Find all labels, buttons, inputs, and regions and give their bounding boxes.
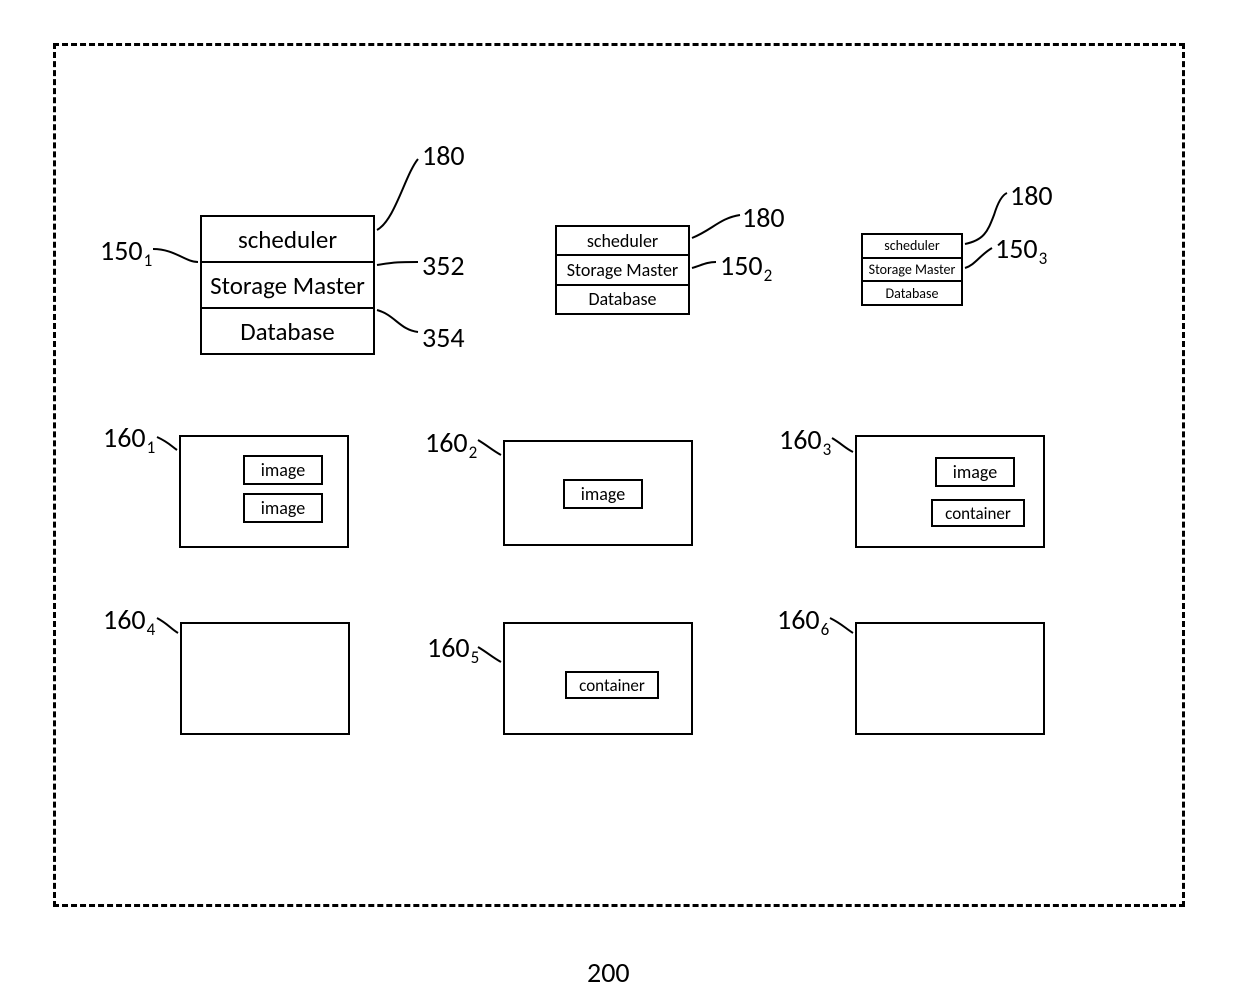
node-item: image <box>935 457 1015 487</box>
ref-label: 1606 <box>777 602 829 637</box>
stack-row-label: Storage Master <box>210 270 365 301</box>
ref-label: 1501 <box>100 233 152 268</box>
stack-row: Database <box>202 309 373 353</box>
figure-number: 200 <box>587 955 630 990</box>
ref-label-text: 160 <box>427 630 470 665</box>
stack-row: Storage Master <box>557 256 688 285</box>
stack-row: Storage Master <box>202 263 373 309</box>
ref-label: 1602 <box>425 425 477 460</box>
node-item-label: container <box>579 675 645 696</box>
ref-label: 1502 <box>720 248 772 283</box>
ref-label: 180 <box>422 138 465 173</box>
worker-node: image container <box>855 435 1045 548</box>
ref-label-sub: 1 <box>147 437 156 458</box>
stack-row-label: Database <box>240 316 335 347</box>
ref-label-text: 150 <box>100 233 143 268</box>
ref-label: 354 <box>422 320 465 355</box>
ref-label-text: 160 <box>103 420 146 455</box>
ref-label-text: 180 <box>1010 178 1053 213</box>
stack-row: Storage Master <box>863 259 961 283</box>
master-stack: scheduler Storage Master Database <box>555 225 690 315</box>
stack-row: Database <box>863 282 961 304</box>
worker-node <box>855 622 1045 735</box>
ref-label-sub: 3 <box>823 439 832 460</box>
node-item-label: image <box>953 461 997 483</box>
stack-row-label: scheduler <box>587 230 658 252</box>
ref-label: 1503 <box>995 231 1047 266</box>
stack-row-label: Storage Master <box>869 261 956 278</box>
ref-label-sub: 4 <box>147 619 156 640</box>
ref-label: 180 <box>1010 178 1053 213</box>
ref-label: 1603 <box>779 422 831 457</box>
ref-label-text: 180 <box>742 200 785 235</box>
stack-row-label: scheduler <box>884 237 940 254</box>
ref-label: 352 <box>422 248 465 283</box>
worker-node: container <box>503 622 693 735</box>
node-item-label: image <box>581 483 625 505</box>
ref-label-sub: 6 <box>821 619 830 640</box>
figure-number-text: 200 <box>587 955 630 990</box>
ref-label: 1604 <box>103 602 155 637</box>
node-item: image <box>243 493 323 523</box>
stack-row: Database <box>557 286 688 313</box>
master-stack: scheduler Storage Master Database <box>861 233 963 306</box>
stack-row: scheduler <box>863 235 961 259</box>
ref-label-text: 160 <box>779 422 822 457</box>
master-stack: scheduler Storage Master Database <box>200 215 375 355</box>
node-item: image <box>243 455 323 485</box>
ref-label: 1605 <box>427 630 479 665</box>
stack-row-label: Storage Master <box>567 259 678 281</box>
node-item: container <box>565 671 659 699</box>
ref-label-text: 160 <box>777 602 820 637</box>
stack-row: scheduler <box>202 217 373 263</box>
ref-label-text: 160 <box>103 602 146 637</box>
node-item-label: image <box>261 497 305 519</box>
ref-label-sub: 2 <box>469 442 478 463</box>
ref-label: 180 <box>742 200 785 235</box>
ref-label-text: 180 <box>422 138 465 173</box>
ref-label-sub: 1 <box>144 250 153 271</box>
ref-label-text: 150 <box>995 231 1038 266</box>
ref-label-text: 150 <box>720 248 763 283</box>
ref-label: 1601 <box>103 420 155 455</box>
ref-label-text: 160 <box>425 425 468 460</box>
stack-row-label: Database <box>588 288 656 310</box>
ref-label-text: 354 <box>422 320 465 355</box>
node-item-label: container <box>945 503 1011 524</box>
ref-label-sub: 5 <box>471 647 480 668</box>
stack-row-label: scheduler <box>238 224 337 255</box>
stack-row-label: Database <box>886 285 939 302</box>
worker-node: image image <box>179 435 349 548</box>
node-item: image <box>563 479 643 509</box>
worker-node <box>180 622 350 735</box>
worker-node: image <box>503 440 693 546</box>
node-item: container <box>931 499 1025 527</box>
ref-label-sub: 2 <box>764 265 773 286</box>
ref-label-sub: 3 <box>1039 248 1048 269</box>
ref-label-text: 352 <box>422 248 465 283</box>
stack-row: scheduler <box>557 227 688 256</box>
node-item-label: image <box>261 459 305 481</box>
